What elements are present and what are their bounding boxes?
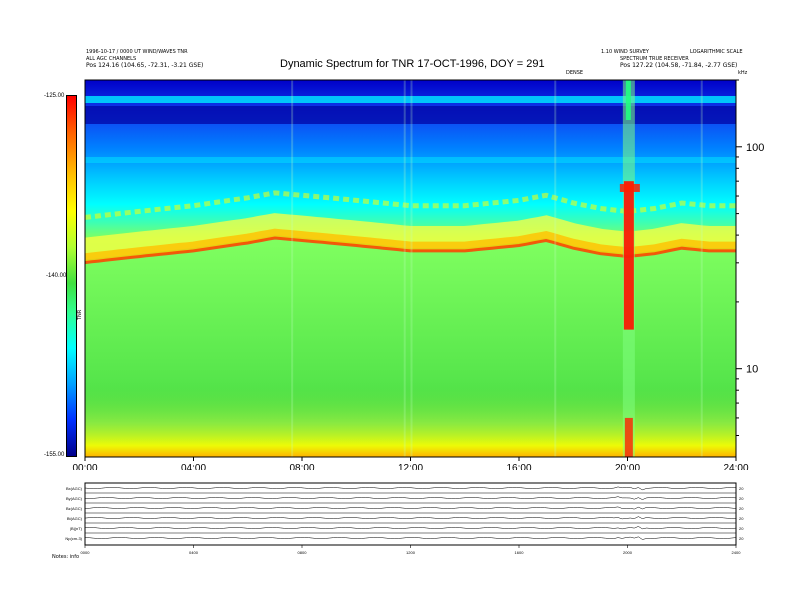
panel-x-tick-label-6: 2400	[732, 550, 742, 555]
burst-red-core	[623, 181, 634, 330]
panel-x-tick-label-4: 1600	[515, 550, 525, 555]
colorbar-max-label: -125.00	[44, 93, 65, 99]
cyan-band-top	[85, 96, 736, 103]
panel-row-label-3: Bt(AGC)	[67, 516, 83, 521]
faint-streak-1	[410, 80, 413, 457]
header-center-small: DENSE	[566, 70, 584, 76]
panel-row-scale-5: 20	[739, 536, 744, 541]
panel-row-scale-4: 20	[739, 526, 744, 531]
faint-streak-4	[700, 80, 703, 457]
faint-streak-3	[291, 80, 294, 457]
panel-row-label-0: Bx(AGC)	[66, 486, 83, 491]
panel-row-trace-3	[84, 516, 736, 520]
panel-x-tick-label-2: 0800	[298, 550, 308, 555]
y-tick-label-0: 10	[746, 364, 758, 376]
y-tick-label-1: 100	[746, 142, 764, 154]
header-right-pos: Pos 127.22 (104.58, -71.84, -2.77 GSE)	[620, 62, 738, 69]
header-left-line1: 1996-10-17 / 0000 UT WIND/WAVES TNR	[86, 49, 188, 55]
cyan-band-mid	[85, 157, 736, 163]
panel-row-trace-0	[84, 486, 737, 491]
panel-row-trace-5	[84, 536, 737, 540]
colorbar-mid-label: -140.00	[46, 273, 67, 279]
header-right-line3: SPECTRUM TRUE RECEIVER	[620, 56, 689, 62]
x-tick-label-1: 04:00	[181, 463, 206, 470]
faint-streak-0	[403, 80, 406, 457]
panel-x-tick-label-3: 1200	[406, 550, 416, 555]
burst-red-cap	[619, 183, 640, 192]
panel-x-tick-label-0: 0000	[81, 550, 91, 555]
panel-row-trace-4	[84, 526, 737, 530]
header-right-line1: 1.10 WIND SURVEY	[601, 49, 649, 55]
panel-row-label-5: Np(cm-3)	[65, 536, 82, 541]
panel-row-label-2: Bz(AGC)	[66, 506, 83, 511]
panel-x-tick-label-5: 2000	[623, 550, 633, 555]
header-left-pos: Pos 124.16 (104.65, -72.31, -3.21 GSE)	[86, 62, 204, 69]
panel-row-scale-0: 20	[739, 486, 744, 491]
panel-x-tick-label-1: 0400	[189, 550, 199, 555]
x-tick-label-6: 24:00	[723, 463, 748, 470]
panel-row-scale-2: 20	[739, 506, 744, 511]
dark-band	[85, 106, 736, 124]
panel-row-scale-3: 20	[739, 516, 744, 521]
panel-row-trace-1	[84, 496, 737, 500]
burst-top-streak	[625, 80, 631, 120]
parameter-panel-svg: Bx(AGC) 20 By(AGC) 20 Bz(AGC) 20 Bt(AGC) 20 |B|(…	[65, 482, 744, 555]
header-corner-unit: kHz	[738, 70, 748, 76]
colorbar	[66, 95, 77, 457]
panel-footer-label: Notes: info	[52, 554, 80, 560]
x-tick-label-5: 20:00	[615, 463, 640, 470]
parameter-panel-frame	[84, 482, 737, 546]
chart-title: Dynamic Spectrum for TNR 17-OCT-1996, DO…	[280, 58, 545, 70]
x-tick-label-0: 00:00	[72, 463, 97, 470]
header-left-line2: ALL AGC CHANNELS	[86, 56, 137, 62]
panel-row-scale-1: 20	[739, 496, 744, 501]
x-tick-label-2: 08:00	[289, 463, 314, 470]
panel-row-trace-2	[84, 506, 737, 510]
panel-row-label-4: |B|(nT)	[70, 526, 83, 531]
faint-streak-2	[554, 80, 557, 457]
panel-row-label-1: By(AGC)	[66, 496, 83, 501]
spectrogram-svg: 00:00 04:00 08:00 12:00 16:00 20:00 24:00 10 10…	[72, 79, 764, 470]
burst-bottom	[624, 417, 633, 457]
colorbar-min-label: -155.00	[44, 452, 65, 458]
header-right-line2: LOGARITHMIC SCALE	[690, 49, 743, 55]
x-tick-label-3: 12:00	[398, 463, 423, 470]
x-tick-label-4: 16:00	[506, 463, 531, 470]
